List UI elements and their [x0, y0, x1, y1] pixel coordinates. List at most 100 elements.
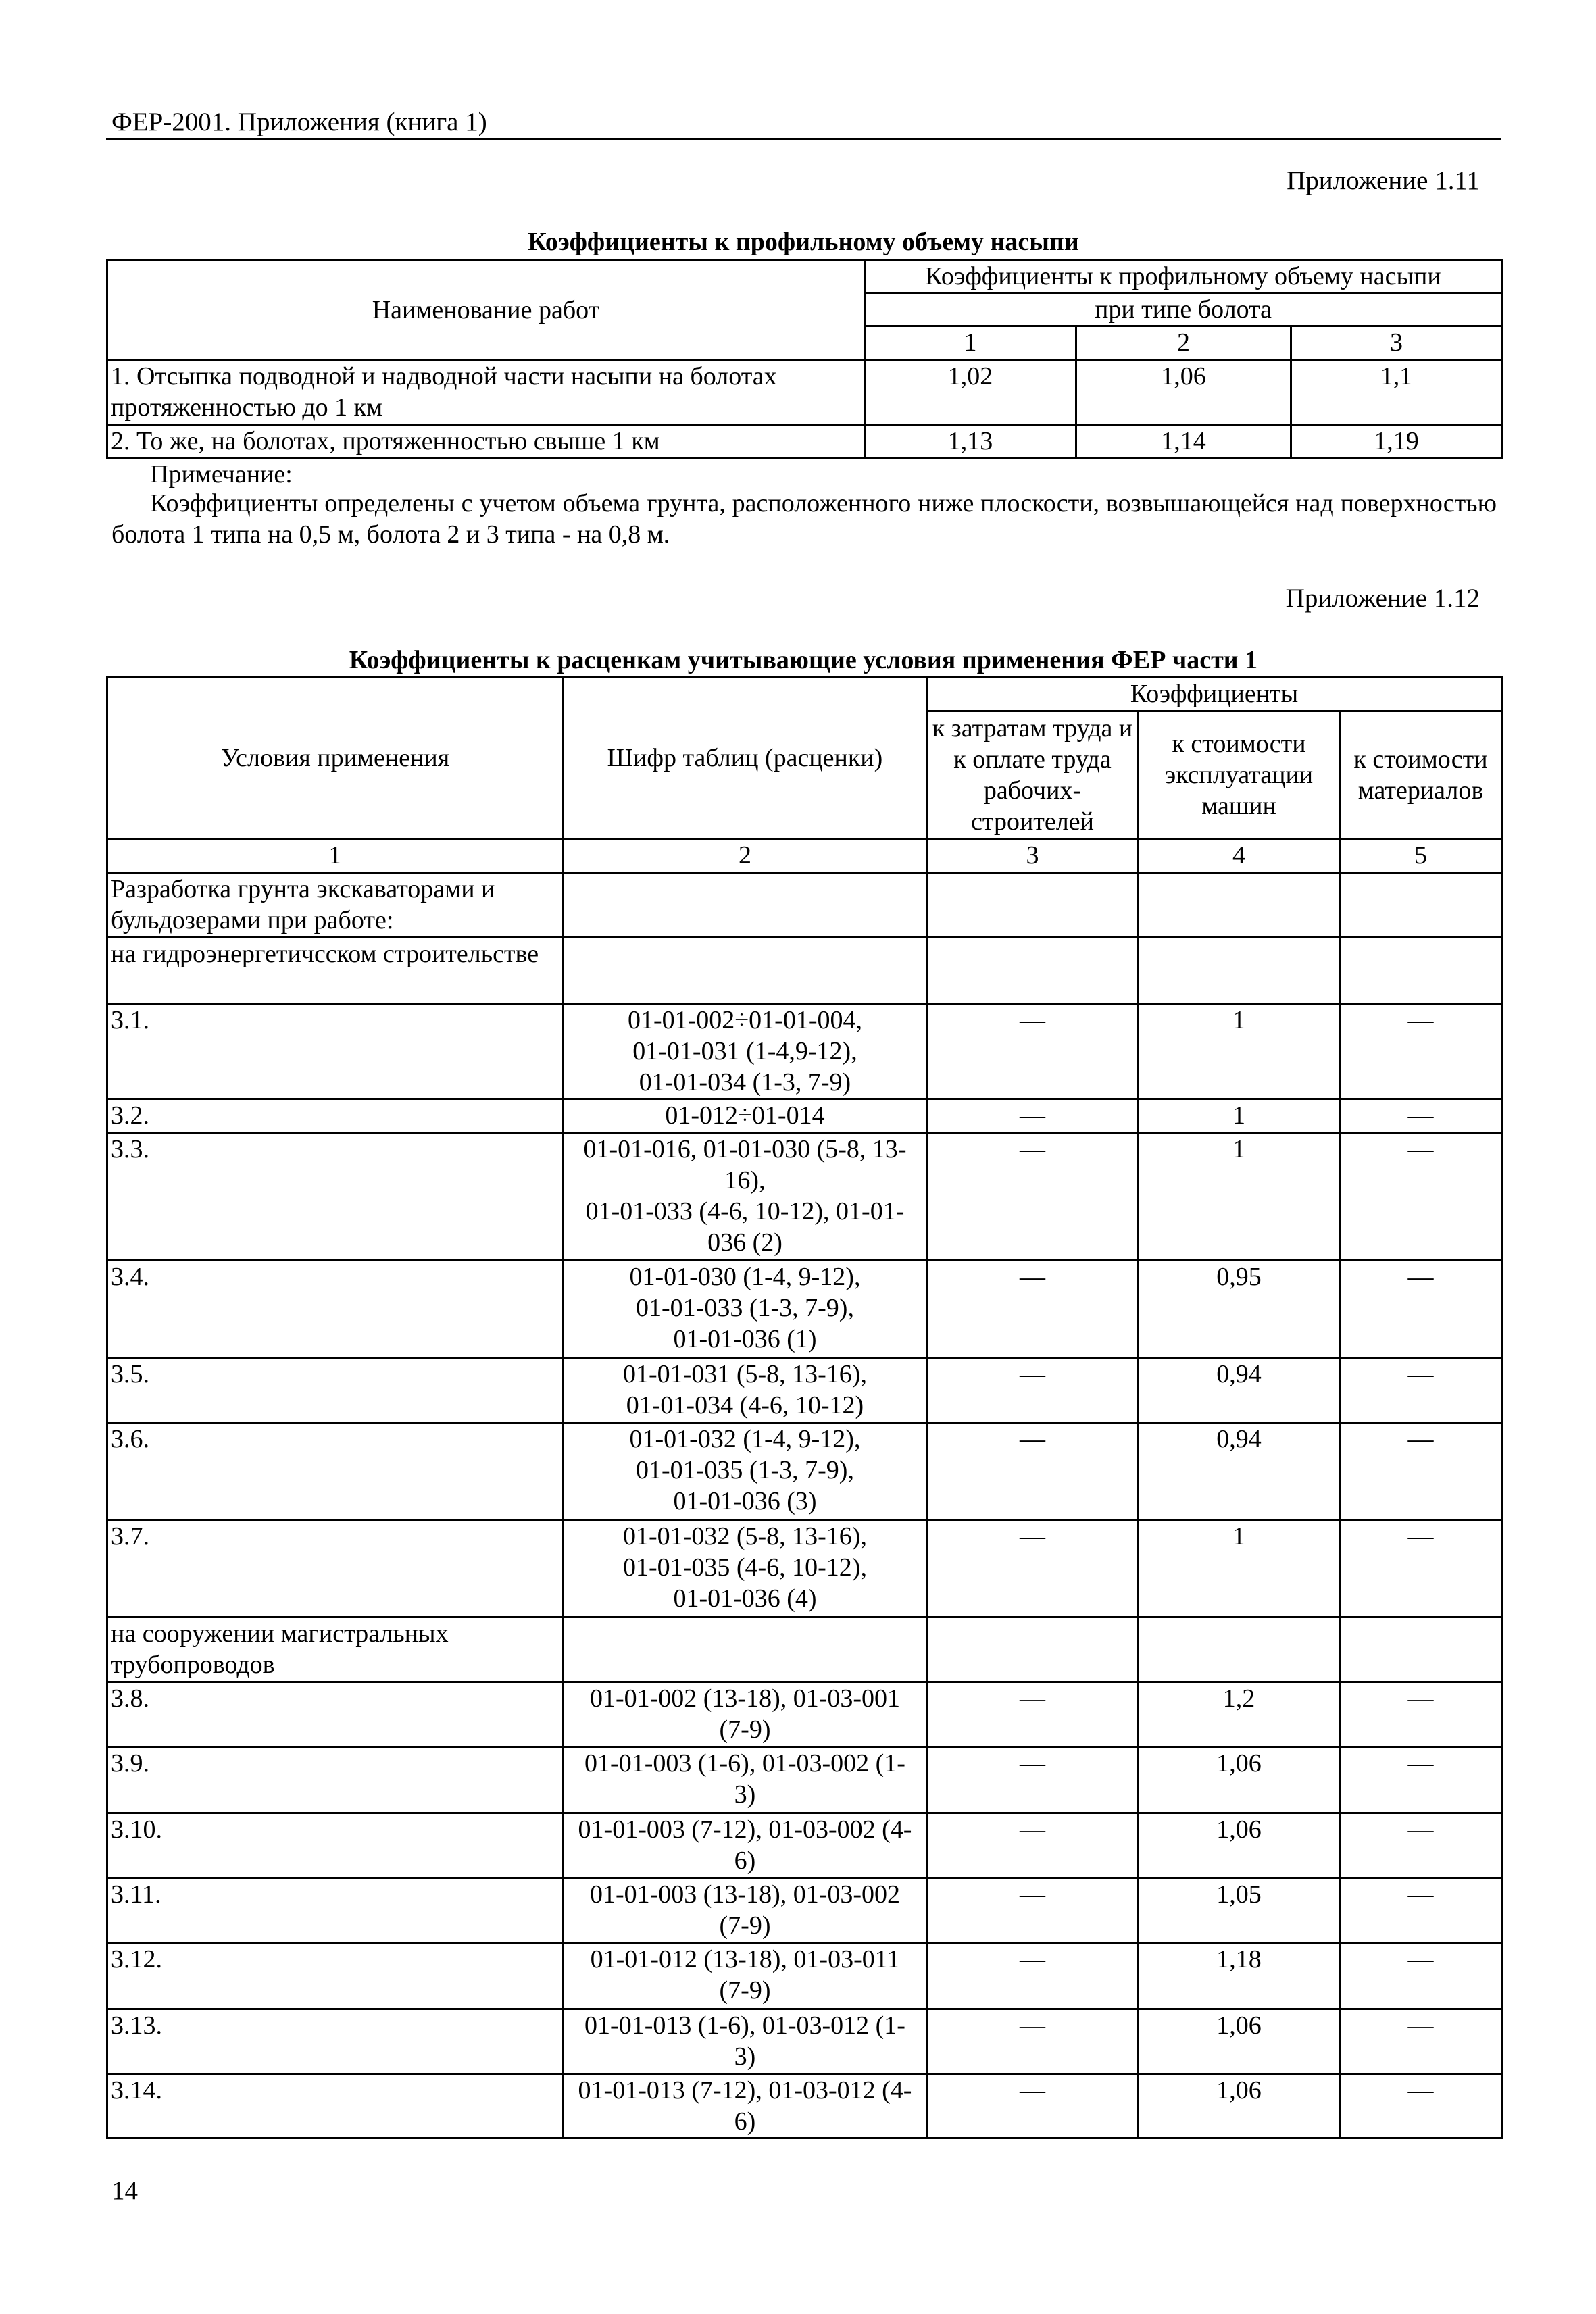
- labor-coef: [926, 1616, 1139, 1683]
- table-code: 01-01-002÷01-01-004, 01-01-031 (1-4,9-12…: [562, 1003, 928, 1100]
- coef-value: 1,14: [1075, 424, 1292, 459]
- machines-coef: 1: [1137, 1003, 1341, 1100]
- table-row: 3.13. 01-01-013 (1-6), 01-03-012 (1- 3) —1…: [106, 2008, 1503, 2075]
- machines-coef: 0,94: [1137, 1422, 1341, 1521]
- coef-value: 1,02: [864, 359, 1077, 426]
- table-code: 01-01-016, 01-01-030 (5-8, 13- 16), 01-0…: [562, 1132, 928, 1261]
- machines-coef: [1137, 1616, 1341, 1683]
- table-row: 3.7. 01-01-032 (5-8, 13-16), 01-01-035 (4…: [106, 1519, 1503, 1618]
- header-machines: к стоимости эксплуатации машин: [1137, 710, 1341, 840]
- materials-coef: —: [1338, 1357, 1503, 1424]
- materials-coef: —: [1338, 1098, 1503, 1134]
- condition: 3.1.: [106, 1003, 564, 1100]
- machines-coef: 0,94: [1137, 1357, 1341, 1424]
- machines-coef: 1,2: [1137, 1681, 1341, 1748]
- table-row: 3.14. 01-01-013 (7-12), 01-03-012 (4- 6) —…: [106, 2073, 1503, 2139]
- header-bog-type: при типе болота: [863, 292, 1503, 327]
- table-row: 3.12. 01-01-012 (13-18), 01-03-011 (7-9) —…: [106, 1942, 1503, 2010]
- machines-coef: [1137, 872, 1341, 938]
- table-row: 3.5. 01-01-031 (5-8, 13-16), 01-01-034 (4…: [106, 1357, 1503, 1424]
- coef-value: 1,19: [1289, 424, 1503, 459]
- table-code: 01-01-013 (7-12), 01-03-012 (4- 6): [562, 2073, 928, 2139]
- condition: 3.13.: [106, 2008, 564, 2075]
- labor-coef: —: [926, 1259, 1139, 1359]
- table-code: [562, 1616, 928, 1683]
- labor-coef: —: [926, 1519, 1139, 1618]
- appendix-1-11-label: Приложение 1.11: [1287, 166, 1480, 195]
- condition: 3.8.: [106, 1681, 564, 1748]
- materials-coef: —: [1338, 1681, 1503, 1748]
- materials-coef: —: [1338, 1812, 1503, 1879]
- table-row: 3.3. 01-01-016, 01-01-030 (5-8, 13- 16), …: [106, 1132, 1503, 1261]
- condition: 3.7.: [106, 1519, 564, 1618]
- condition: на гидроэнергетичсском строительстве: [106, 936, 564, 1005]
- header-num: 1: [864, 325, 1077, 361]
- machines-coef: 1,06: [1137, 1812, 1341, 1879]
- table-row: 3.9. 01-01-003 (1-6), 01-03-002 (1- 3) —1,…: [106, 1746, 1503, 1814]
- table-code: 01-01-002 (13-18), 01-03-001 (7-9): [562, 1681, 928, 1748]
- materials-coef: —: [1338, 1519, 1503, 1618]
- header-work-name: Наименование работ: [106, 259, 866, 361]
- materials-coef: —: [1338, 1746, 1503, 1814]
- materials-coef: —: [1338, 1877, 1503, 1944]
- machines-coef: 1,05: [1137, 1877, 1341, 1944]
- running-head: ФЕР-2001. Приложения (книга 1): [111, 107, 487, 136]
- work-name: 2. То же, на болотах, протяженностью свы…: [106, 424, 866, 459]
- table-row: 3.11. 01-01-003 (13-18), 01-03-002 (7-9) —…: [106, 1877, 1503, 1944]
- materials-coef: —: [1338, 1132, 1503, 1261]
- materials-coef: —: [1338, 1422, 1503, 1521]
- note-label: Примечание:: [150, 460, 293, 488]
- table-row: 3.10. 01-01-003 (7-12), 01-03-002 (4- 6) —…: [106, 1812, 1503, 1879]
- materials-coef: [1338, 872, 1503, 938]
- labor-coef: —: [926, 1877, 1139, 1944]
- labor-coef: [926, 936, 1139, 1005]
- table-code: 01-01-013 (1-6), 01-03-012 (1- 3): [562, 2008, 928, 2075]
- table-code: 01-01-003 (7-12), 01-03-002 (4- 6): [562, 1812, 928, 1879]
- condition: 3.12.: [106, 1942, 564, 2010]
- page-number: 14: [111, 2176, 138, 2205]
- machines-coef: 1,06: [1137, 2073, 1341, 2139]
- table-code: 01-01-030 (1-4, 9-12), 01-01-033 (1-3, 7…: [562, 1259, 928, 1359]
- materials-coef: —: [1338, 1003, 1503, 1100]
- machines-coef: 1: [1137, 1098, 1341, 1134]
- materials-coef: [1338, 1616, 1503, 1683]
- labor-coef: —: [926, 1942, 1139, 2010]
- header-coef-group: Коэффициенты к профильному объему насыпи: [863, 259, 1503, 294]
- table-code: 01-01-003 (1-6), 01-03-002 (1- 3): [562, 1746, 928, 1814]
- condition: Разработка грунта экскаваторами и бульдо…: [106, 872, 564, 938]
- header-code: Шифр таблиц (расценки): [562, 676, 928, 840]
- labor-coef: —: [926, 1746, 1139, 1814]
- labor-coef: —: [926, 1681, 1139, 1748]
- labor-coef: —: [926, 2008, 1139, 2075]
- table-code: 01-01-031 (5-8, 13-16), 01-01-034 (4-6, …: [562, 1357, 928, 1424]
- condition: на сооружении магистральных трубопроводо…: [106, 1616, 564, 1683]
- condition: 3.4.: [106, 1259, 564, 1359]
- header-num: 3: [926, 838, 1139, 874]
- machines-coef: 1,06: [1137, 1746, 1341, 1814]
- labor-coef: —: [926, 1003, 1139, 1100]
- table-row: 3.2. 01-012÷01-014—1—: [106, 1098, 1503, 1134]
- condition: 3.14.: [106, 2073, 564, 2139]
- condition: 3.3.: [106, 1132, 564, 1261]
- machines-coef: [1137, 936, 1341, 1005]
- materials-coef: —: [1338, 2073, 1503, 2139]
- table-row: 3.1. 01-01-002÷01-01-004, 01-01-031 (1-4,…: [106, 1003, 1503, 1100]
- condition: 3.2.: [106, 1098, 564, 1134]
- machines-coef: 1: [1137, 1132, 1341, 1261]
- header-conditions: Условия применения: [106, 676, 564, 840]
- table-code: [562, 936, 928, 1005]
- labor-coef: —: [926, 1812, 1139, 1879]
- materials-coef: —: [1338, 2008, 1503, 2075]
- table-row: Разработка грунта экскаваторами и бульдо…: [106, 872, 1503, 938]
- header-labor: к затратам труда и к оплате труда рабочи…: [926, 710, 1139, 840]
- materials-coef: —: [1338, 1259, 1503, 1359]
- header-num: 5: [1338, 838, 1503, 874]
- labor-coef: —: [926, 1098, 1139, 1134]
- coef-value: 1,06: [1075, 359, 1292, 426]
- header-num: 3: [1289, 325, 1503, 361]
- table-row: на гидроэнергетичсском строительстве: [106, 936, 1503, 1005]
- header-num: 2: [562, 838, 928, 874]
- coef-value: 1,13: [864, 424, 1077, 459]
- table-1-title: Коэффициенты к профильному объему насыпи: [528, 228, 1079, 256]
- header-materials: к стоимости материалов: [1338, 710, 1503, 840]
